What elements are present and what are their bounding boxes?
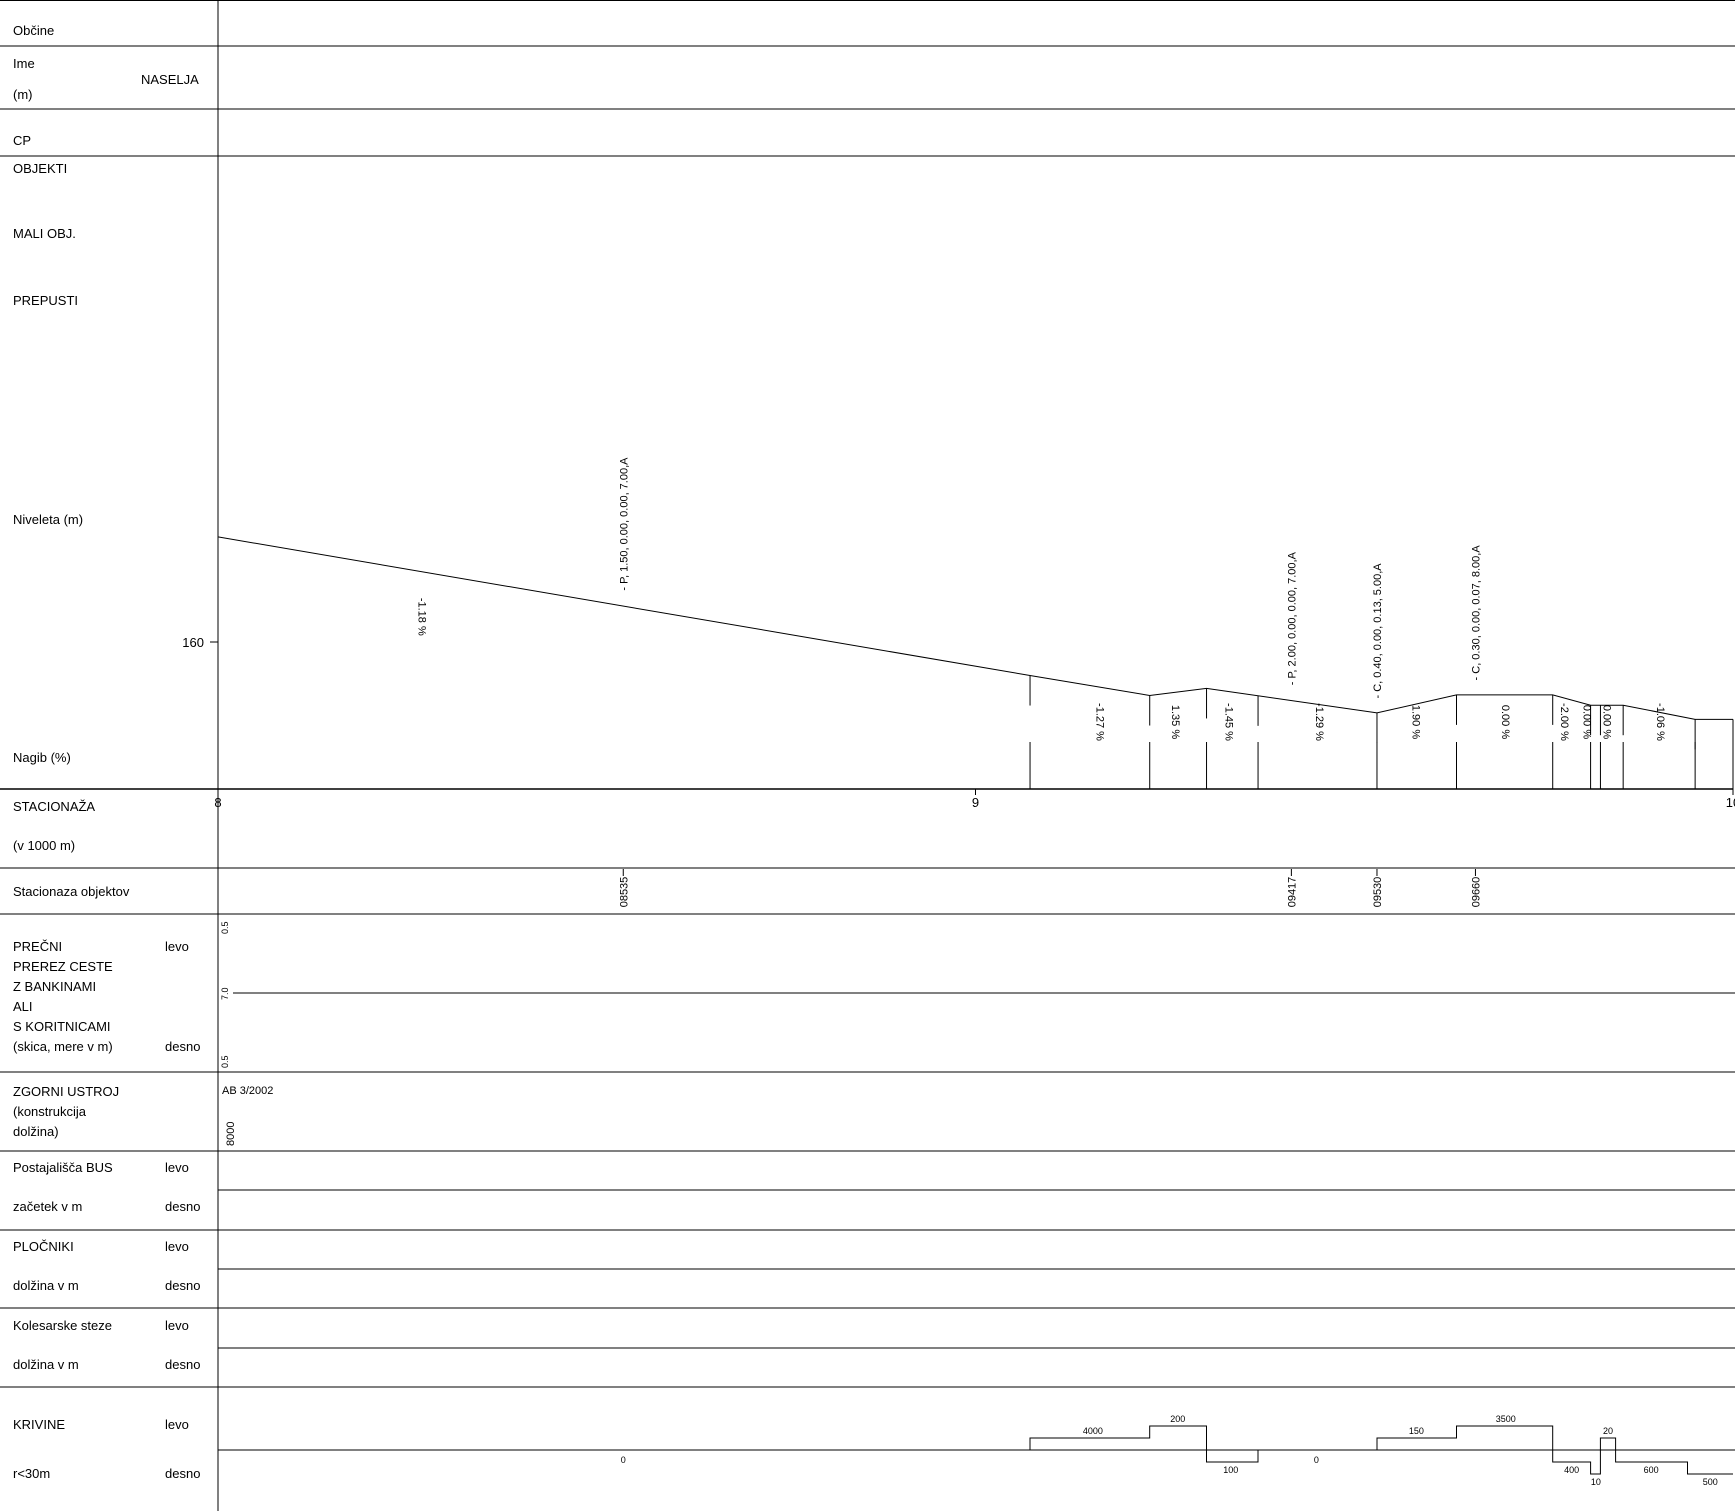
structure-station-label: 09417 bbox=[1286, 877, 1298, 908]
curve-layer: 0 4000 200 100 0 150 3500 400 10 20 600 500 bbox=[218, 1414, 1733, 1487]
slope-label: 1.90 % bbox=[1409, 705, 1421, 739]
pavement: AB 3/2002 8000 bbox=[222, 1085, 273, 1146]
curve-radius-label: 0 bbox=[621, 1455, 626, 1465]
structure-station-label: 08535 bbox=[618, 877, 630, 908]
cross-section: 0.5 7.0 0.5 bbox=[220, 921, 230, 1068]
label-krivine-sub: r<30m bbox=[13, 1466, 50, 1481]
label-dolzina: dolžina v m bbox=[13, 1278, 79, 1293]
label-objekti: OBJEKTI bbox=[13, 161, 67, 176]
curve-radius-diagram bbox=[218, 1425, 1733, 1475]
label-precni-line: PREČNI bbox=[13, 939, 62, 954]
slope-label: 0.00 % bbox=[1581, 705, 1593, 739]
label-kolesarske: Kolesarske steze bbox=[13, 1318, 112, 1333]
label-precni-line: S KORITNICAMI bbox=[13, 1019, 111, 1034]
curve-radius-label: 10 bbox=[1591, 1477, 1601, 1487]
structure-label: - P, 1.50, 0.00, 0.00, 7.00,A bbox=[618, 457, 630, 591]
curve-radius-label: 20 bbox=[1603, 1426, 1613, 1436]
slope-label: -2.00 % bbox=[1558, 703, 1570, 741]
label-krivine: KRIVINE bbox=[13, 1417, 65, 1432]
label-ime: Ime bbox=[13, 56, 35, 71]
label-postajalisca: Postajališča BUS bbox=[13, 1160, 113, 1175]
label-precni-line: ALI bbox=[13, 999, 33, 1014]
label-levo: levo bbox=[165, 1417, 189, 1432]
cross-section-right-width: 0.5 bbox=[220, 1055, 230, 1068]
curve-radius-label: 200 bbox=[1170, 1414, 1185, 1424]
label-dolzina: dolžina v m bbox=[13, 1357, 79, 1372]
slope-label: -1.18 % bbox=[416, 598, 428, 636]
cross-section-left-width: 0.5 bbox=[220, 921, 230, 934]
curve-radius-label: 4000 bbox=[1083, 1426, 1103, 1436]
label-precni-line: Z BANKINAMI bbox=[13, 979, 96, 994]
label-levo: levo bbox=[165, 1239, 189, 1254]
curve-radius-label: 600 bbox=[1644, 1465, 1659, 1475]
grade-line bbox=[217, 536, 1733, 720]
pavement-length: 8000 bbox=[225, 1122, 237, 1146]
curve-radius-label: 500 bbox=[1703, 1477, 1718, 1487]
label-naselja: NASELJA bbox=[141, 72, 199, 87]
label-cp: CP bbox=[13, 133, 31, 148]
label-precni-line: PREREZ CESTE bbox=[13, 959, 113, 974]
label-desno: desno bbox=[165, 1466, 200, 1481]
pavement-type: AB 3/2002 bbox=[222, 1085, 273, 1097]
curve-radius-label: 3500 bbox=[1496, 1414, 1516, 1424]
label-ime-unit: (m) bbox=[13, 87, 33, 102]
label-plocniki: PLOČNIKI bbox=[13, 1239, 74, 1254]
cross-section-carriageway-width: 7.0 bbox=[220, 987, 230, 1000]
label-levo: levo bbox=[165, 939, 189, 954]
slope-label: -1.45 % bbox=[1222, 703, 1234, 741]
label-zgornji-line: ZGORNI USTROJ bbox=[13, 1084, 119, 1099]
slope-label: -1.29 % bbox=[1313, 703, 1325, 741]
structure-label: - C, 0.40, 0.00, 0.13, 5.00,A bbox=[1372, 563, 1384, 699]
structure-station-label: 09530 bbox=[1372, 877, 1384, 908]
label-zgornji-line: (konstrukcija bbox=[13, 1104, 87, 1119]
slope-label: 0.00 % bbox=[1499, 705, 1511, 739]
curve-radius-label: 100 bbox=[1223, 1465, 1238, 1475]
structure-label: - P, 2.00, 0.00, 0.00, 7.00,A bbox=[1286, 551, 1298, 685]
label-nagib: Nagib (%) bbox=[13, 750, 71, 765]
curve-radius-label: 150 bbox=[1409, 1426, 1424, 1436]
curve-radius-label: 0 bbox=[1314, 1455, 1319, 1465]
station-tick-label: 8 bbox=[214, 795, 221, 810]
label-zgornji-line: dolžina) bbox=[13, 1124, 59, 1139]
row-labels: Občine Ime (m) NASELJA CP OBJEKTI MALI O… bbox=[13, 23, 200, 1481]
label-levo: levo bbox=[165, 1160, 189, 1175]
structure-label: - C, 0.30, 0.00, 0.07, 8.00,A bbox=[1470, 545, 1482, 681]
profile-layer: 160 8 9 10 -1.18 % -1.27 % 1.35 % -1.45 % -1.29 … bbox=[182, 457, 1735, 907]
label-stacionaza-objektov: Stacionaza objektov bbox=[13, 884, 130, 899]
label-zacetek: začetek v m bbox=[13, 1199, 82, 1214]
label-stacionaza-unit: (v 1000 m) bbox=[13, 838, 75, 853]
label-mali-obj: MALI OBJ. bbox=[13, 226, 76, 241]
label-desno: desno bbox=[165, 1357, 200, 1372]
label-desno: desno bbox=[165, 1278, 200, 1293]
label-obcine: Občine bbox=[13, 23, 54, 38]
label-desno: desno bbox=[165, 1039, 200, 1054]
elevation-tick-label: 160 bbox=[182, 635, 204, 650]
label-levo: levo bbox=[165, 1318, 189, 1333]
label-niveleta: Niveleta (m) bbox=[13, 512, 83, 527]
slope-label: 0.00 % bbox=[1600, 705, 1612, 739]
station-tick-label: 10 bbox=[1726, 795, 1735, 810]
station-tick-label: 9 bbox=[972, 795, 979, 810]
slope-label: -1.27 % bbox=[1093, 703, 1105, 741]
curve-radius-label: 400 bbox=[1564, 1465, 1579, 1475]
label-desno: desno bbox=[165, 1199, 200, 1214]
label-stacionaza: STACIONAŽA bbox=[13, 799, 95, 814]
structure-station-label: 09660 bbox=[1470, 877, 1482, 908]
label-prepusti: PREPUSTI bbox=[13, 293, 78, 308]
slope-label: -1.06 % bbox=[1654, 703, 1666, 741]
label-precni-line: (skica, mere v m) bbox=[13, 1039, 113, 1054]
slope-label: 1.35 % bbox=[1169, 705, 1181, 739]
